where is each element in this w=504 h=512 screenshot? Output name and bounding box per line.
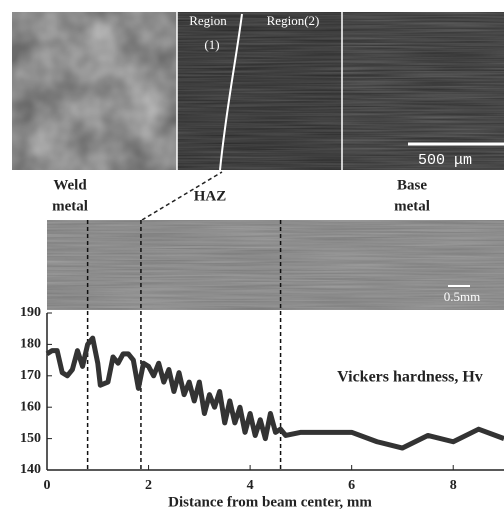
strip-scale-label: 0.5mm [444, 289, 480, 304]
zoom-line [141, 171, 223, 221]
base-label: Base [397, 177, 427, 193]
x-tick-label: 6 [348, 478, 355, 493]
region-boundary [219, 13, 243, 171]
x-tick-label: 8 [450, 478, 457, 493]
x-tick-label: 4 [247, 478, 254, 493]
region1-label: Region [189, 13, 227, 28]
y-tick-label: 160 [20, 399, 41, 414]
chart: 140 150 160 170 180 190 0 2 4 6 8 Vickers hardness,… [20, 220, 504, 510]
weld-label: Weld [53, 177, 87, 193]
weld-label: metal [52, 198, 88, 214]
y-tick-label: 140 [20, 462, 41, 477]
base-texture [342, 12, 504, 170]
x-tick-label: 2 [145, 478, 152, 493]
base-label: metal [394, 198, 430, 214]
y-tick-label: 180 [20, 337, 41, 352]
strip-texture [47, 220, 504, 310]
region2-label: Region(2) [267, 13, 320, 28]
haz-label: HAZ [194, 188, 227, 204]
haz-texture [177, 12, 342, 170]
y-tick-label: 150 [20, 431, 41, 446]
region1-label: (1) [204, 37, 219, 52]
hardness-line [45, 335, 504, 451]
x-axis-label: Distance from beam center, mm [168, 494, 372, 510]
annotation: Vickers hardness, Hv [337, 369, 483, 386]
y-tick-label: 170 [20, 368, 41, 383]
y-tick-label: 190 [20, 305, 41, 320]
weld-texture [12, 12, 177, 170]
scale-label: 500 μm [418, 152, 472, 169]
x-tick-label: 0 [44, 478, 51, 493]
